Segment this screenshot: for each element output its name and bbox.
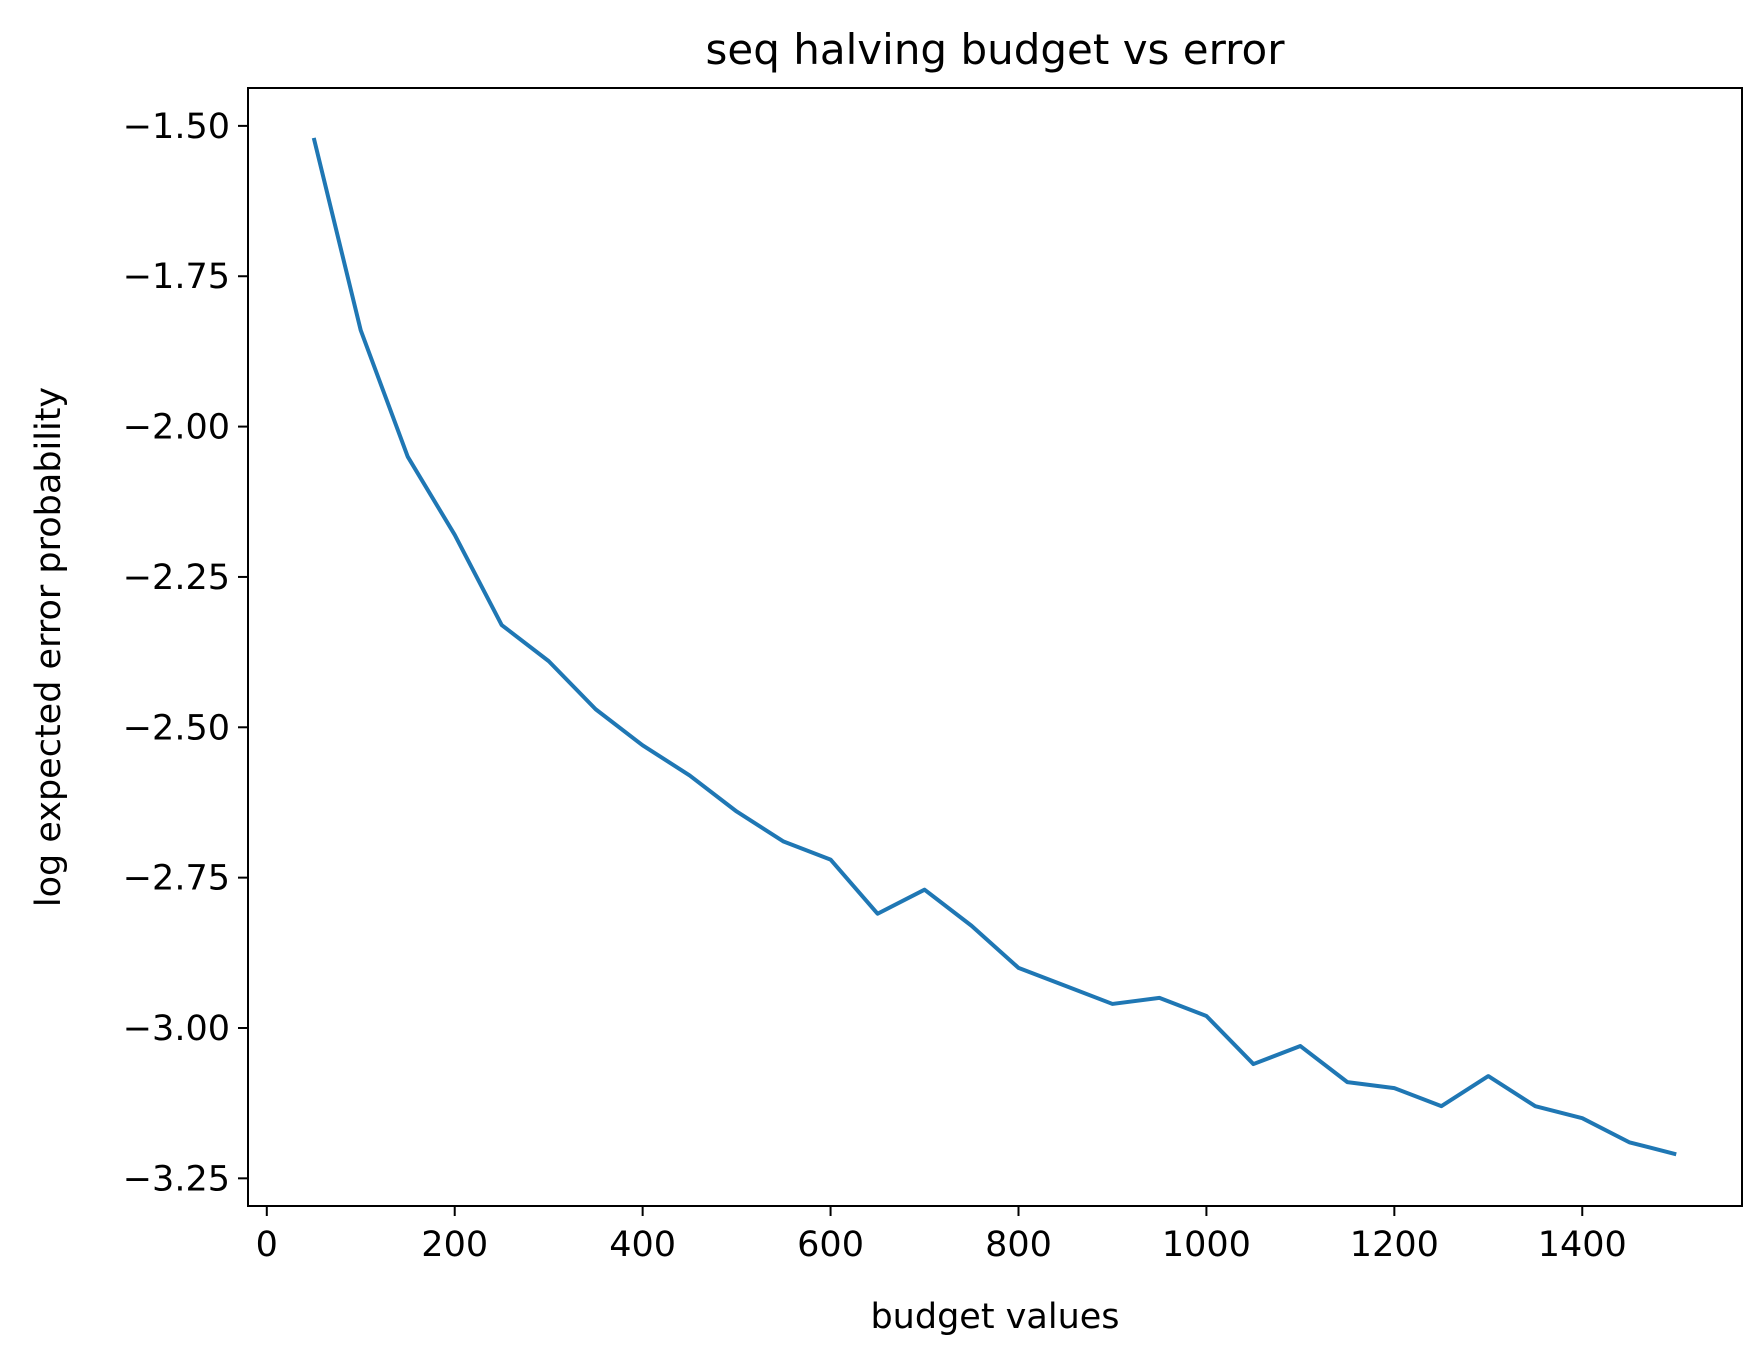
series-line-0 bbox=[311, 137, 1677, 1157]
x-tick-label: 200 bbox=[421, 1225, 488, 1265]
x-tick-label: 1400 bbox=[1538, 1225, 1627, 1265]
x-tick-label: 600 bbox=[797, 1225, 864, 1265]
y-axis-ticks: −1.50 −1.75 −2.00 −2.25 −2.50 −2.75 −3.00 −3.25 bbox=[123, 107, 248, 1199]
y-tick-label: −2.00 bbox=[123, 408, 230, 448]
x-axis-ticks: 0 200 400 600 800 1000 1200 1400 bbox=[256, 1206, 1627, 1265]
y-tick-label: −3.00 bbox=[123, 1009, 230, 1049]
x-axis-label: budget values bbox=[870, 1297, 1119, 1337]
plot-area-frame bbox=[247, 87, 1743, 1207]
x-tick-label: 800 bbox=[985, 1225, 1052, 1265]
chart-title: seq halving budget vs error bbox=[706, 25, 1286, 74]
x-tick-label: 1200 bbox=[1350, 1225, 1439, 1265]
x-tick-label: 1000 bbox=[1162, 1225, 1251, 1265]
y-axis-label: log expected error probability bbox=[29, 387, 69, 907]
y-tick-label: −2.75 bbox=[123, 859, 230, 899]
x-tick-label: 0 bbox=[256, 1225, 278, 1265]
plot-series-layer bbox=[311, 137, 1677, 1157]
y-tick-label: −2.50 bbox=[123, 708, 230, 748]
y-tick-label: −1.75 bbox=[123, 257, 230, 297]
y-tick-label: −1.50 bbox=[123, 107, 230, 147]
y-tick-label: −3.25 bbox=[123, 1159, 230, 1199]
x-tick-label: 400 bbox=[609, 1225, 676, 1265]
y-tick-label: −2.25 bbox=[123, 558, 230, 598]
